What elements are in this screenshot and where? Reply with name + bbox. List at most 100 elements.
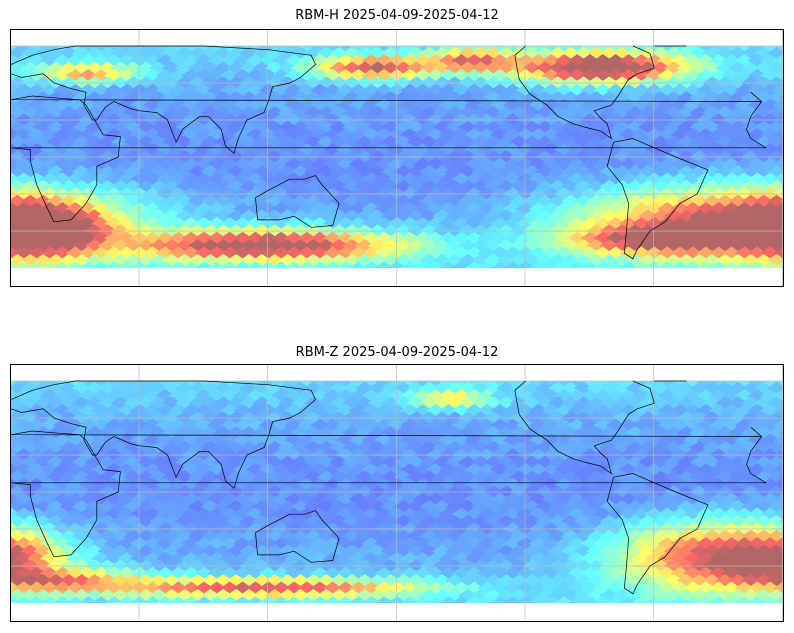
data-cell xyxy=(458,514,478,529)
data-cell xyxy=(265,194,285,209)
data-cell xyxy=(194,477,214,492)
data-cell xyxy=(33,574,53,588)
data-cell xyxy=(252,440,272,455)
data-cell xyxy=(316,239,336,253)
data-cell xyxy=(110,574,131,588)
data-cell xyxy=(483,381,504,396)
data-cell xyxy=(413,566,433,581)
data-cell xyxy=(11,529,28,544)
data-cell xyxy=(766,514,783,529)
data-cell xyxy=(117,551,137,566)
data-cell xyxy=(387,418,407,433)
data-cell xyxy=(335,54,356,68)
data-cell xyxy=(232,142,253,157)
data-cell xyxy=(361,403,381,418)
data-cell xyxy=(316,120,336,135)
data-cell xyxy=(335,68,356,83)
data-cell xyxy=(432,91,452,105)
data-cell xyxy=(766,135,783,149)
data-cell xyxy=(245,142,266,157)
data-cell xyxy=(458,426,478,440)
data-cell xyxy=(290,455,311,470)
data-cell xyxy=(374,537,394,551)
data-cell xyxy=(766,91,783,105)
data-cell xyxy=(606,537,626,551)
data-cell xyxy=(773,157,783,172)
data-cell xyxy=(342,470,362,484)
bottom-margin xyxy=(11,268,783,286)
data-cell xyxy=(52,551,73,566)
data-cell xyxy=(458,61,478,75)
data-cell xyxy=(168,551,188,566)
data-cell xyxy=(46,253,66,268)
data-cell xyxy=(766,529,783,544)
data-cell xyxy=(252,588,272,603)
data-cell xyxy=(72,574,92,588)
data-cell xyxy=(361,54,381,68)
data-cell xyxy=(766,381,783,396)
data-cell xyxy=(676,440,697,455)
data-cell xyxy=(290,209,311,223)
data-cell xyxy=(290,91,311,105)
data-cell xyxy=(335,433,356,447)
data-cell xyxy=(432,194,452,209)
data-cell xyxy=(27,551,47,566)
data-cell xyxy=(766,61,783,75)
data-cell xyxy=(387,157,407,172)
data-cell xyxy=(104,477,124,492)
data-cell xyxy=(162,440,182,455)
data-cell xyxy=(413,551,433,566)
data-cell xyxy=(413,537,433,551)
data-cell xyxy=(393,574,414,588)
data-cell xyxy=(413,157,433,172)
bottom-margin xyxy=(11,603,783,621)
data-cell xyxy=(766,396,783,410)
data-cell xyxy=(72,253,92,268)
data-cell xyxy=(162,514,182,529)
data-cell xyxy=(483,396,504,410)
data-cell xyxy=(509,500,529,514)
data-cell xyxy=(130,142,150,157)
data-cell xyxy=(65,142,85,157)
data-cell xyxy=(284,537,304,551)
top-margin xyxy=(11,30,783,46)
data-cell xyxy=(676,588,697,603)
data-cell xyxy=(458,46,478,61)
data-cell xyxy=(335,142,356,157)
top-margin xyxy=(11,365,783,381)
data-cell xyxy=(213,500,233,514)
data-cell xyxy=(239,440,259,455)
data-cell xyxy=(194,403,214,418)
data-cell xyxy=(438,216,459,231)
data-cell xyxy=(46,500,66,514)
data-cell xyxy=(773,202,783,216)
data-cell xyxy=(265,209,285,223)
data-cell xyxy=(110,440,131,455)
data-cell xyxy=(329,500,349,514)
data-cell xyxy=(277,574,298,588)
data-cell xyxy=(226,253,246,268)
data-cell xyxy=(458,165,478,179)
data-cell xyxy=(46,574,66,588)
data-cell xyxy=(149,500,169,514)
data-cell xyxy=(175,574,195,588)
data-cell xyxy=(406,574,426,588)
data-cell xyxy=(290,165,311,179)
coastline xyxy=(11,427,768,558)
data-cell xyxy=(11,588,28,603)
data-cell xyxy=(11,514,28,529)
data-cell xyxy=(20,253,40,268)
data-cell xyxy=(97,574,118,588)
data-cell xyxy=(277,500,298,514)
data-cell xyxy=(11,165,28,179)
data-cell xyxy=(438,172,459,186)
data-cell xyxy=(104,403,124,418)
data-cell xyxy=(387,68,407,83)
data-cell xyxy=(380,574,401,588)
data-cell xyxy=(483,179,504,194)
data-cell xyxy=(220,403,240,418)
data-cell xyxy=(747,551,767,566)
data-cell xyxy=(342,135,362,149)
data-cell xyxy=(187,500,208,514)
data-cell xyxy=(483,455,504,470)
